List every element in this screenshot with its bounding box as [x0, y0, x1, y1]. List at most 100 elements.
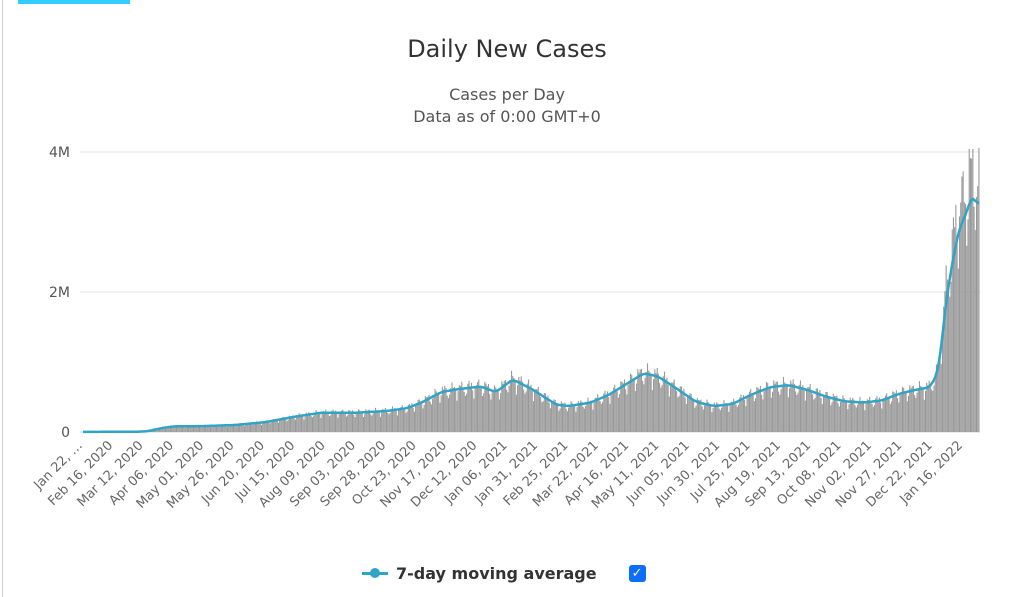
bar	[901, 386, 903, 432]
bar	[921, 387, 923, 432]
bar	[251, 424, 253, 432]
bar	[520, 376, 522, 432]
bar	[249, 423, 252, 432]
bar	[298, 413, 300, 432]
bar	[443, 389, 445, 432]
bar	[316, 412, 318, 432]
bar	[483, 393, 485, 432]
bar	[855, 407, 857, 432]
bar	[502, 383, 504, 432]
bar	[536, 389, 538, 432]
bar	[477, 382, 479, 432]
bar	[315, 410, 317, 432]
bar	[569, 405, 571, 432]
bar	[621, 381, 623, 432]
bar	[884, 395, 887, 432]
checkbox-checked-icon[interactable]: ✓	[628, 565, 646, 582]
bar	[547, 395, 549, 432]
bar	[968, 148, 970, 433]
bar	[773, 380, 775, 432]
bar	[791, 383, 793, 432]
bar	[496, 391, 498, 432]
bar	[523, 389, 525, 432]
bar	[365, 409, 367, 432]
bar	[689, 393, 691, 432]
bar	[838, 406, 840, 432]
bar	[616, 391, 618, 432]
bar	[525, 391, 527, 432]
bar	[878, 397, 880, 432]
bar	[643, 384, 645, 432]
bar	[564, 402, 566, 432]
bar	[280, 418, 282, 432]
bar	[837, 403, 839, 432]
bar	[797, 392, 799, 432]
bar	[310, 416, 312, 432]
bar	[458, 385, 460, 432]
bar	[427, 396, 429, 432]
bar	[903, 387, 905, 432]
bar	[819, 389, 821, 432]
bar	[360, 412, 362, 432]
bar	[922, 388, 924, 432]
bar	[235, 426, 237, 432]
bar	[571, 403, 573, 432]
bar	[339, 411, 341, 432]
bar	[801, 386, 803, 432]
bar	[742, 394, 744, 432]
bar	[859, 396, 861, 432]
bar	[841, 400, 843, 432]
bar	[954, 227, 956, 432]
bar	[381, 412, 383, 432]
bar	[194, 426, 196, 432]
bar	[850, 400, 853, 432]
bar	[693, 400, 695, 432]
bar	[927, 385, 929, 432]
bar	[372, 413, 374, 432]
bar	[383, 410, 385, 432]
bar	[189, 425, 191, 432]
bar	[333, 412, 335, 432]
bar	[810, 390, 812, 432]
bar	[450, 388, 452, 432]
bar	[500, 393, 502, 432]
bar	[805, 391, 808, 432]
bar	[793, 384, 795, 432]
bar	[468, 380, 470, 432]
bar	[184, 427, 186, 432]
bar	[836, 395, 838, 432]
bar	[169, 426, 171, 432]
bar	[270, 422, 272, 432]
bar	[918, 381, 920, 432]
bar	[977, 186, 979, 432]
bar	[201, 427, 203, 432]
bar	[554, 399, 556, 432]
bar	[611, 391, 613, 432]
bar	[484, 381, 486, 432]
bar	[157, 429, 159, 432]
bar	[254, 422, 256, 432]
bar	[886, 393, 888, 432]
bar	[650, 375, 652, 432]
bar	[441, 386, 443, 432]
bar	[534, 392, 536, 432]
legend-item-moving-average[interactable]: 7-day moving average ✓	[362, 564, 646, 583]
bar	[215, 424, 218, 432]
bar	[282, 417, 284, 432]
bar	[585, 406, 587, 432]
bar	[784, 382, 786, 432]
bar	[676, 391, 678, 432]
bar	[812, 394, 814, 432]
bar	[704, 405, 706, 432]
bar	[833, 395, 836, 432]
bar	[861, 400, 863, 432]
bar	[356, 412, 358, 432]
bar	[461, 381, 463, 432]
bar	[542, 401, 544, 432]
bar	[710, 405, 712, 432]
bar	[393, 409, 395, 432]
bar	[778, 391, 780, 432]
bar	[678, 395, 680, 432]
bar	[205, 425, 207, 432]
bar	[355, 413, 357, 432]
